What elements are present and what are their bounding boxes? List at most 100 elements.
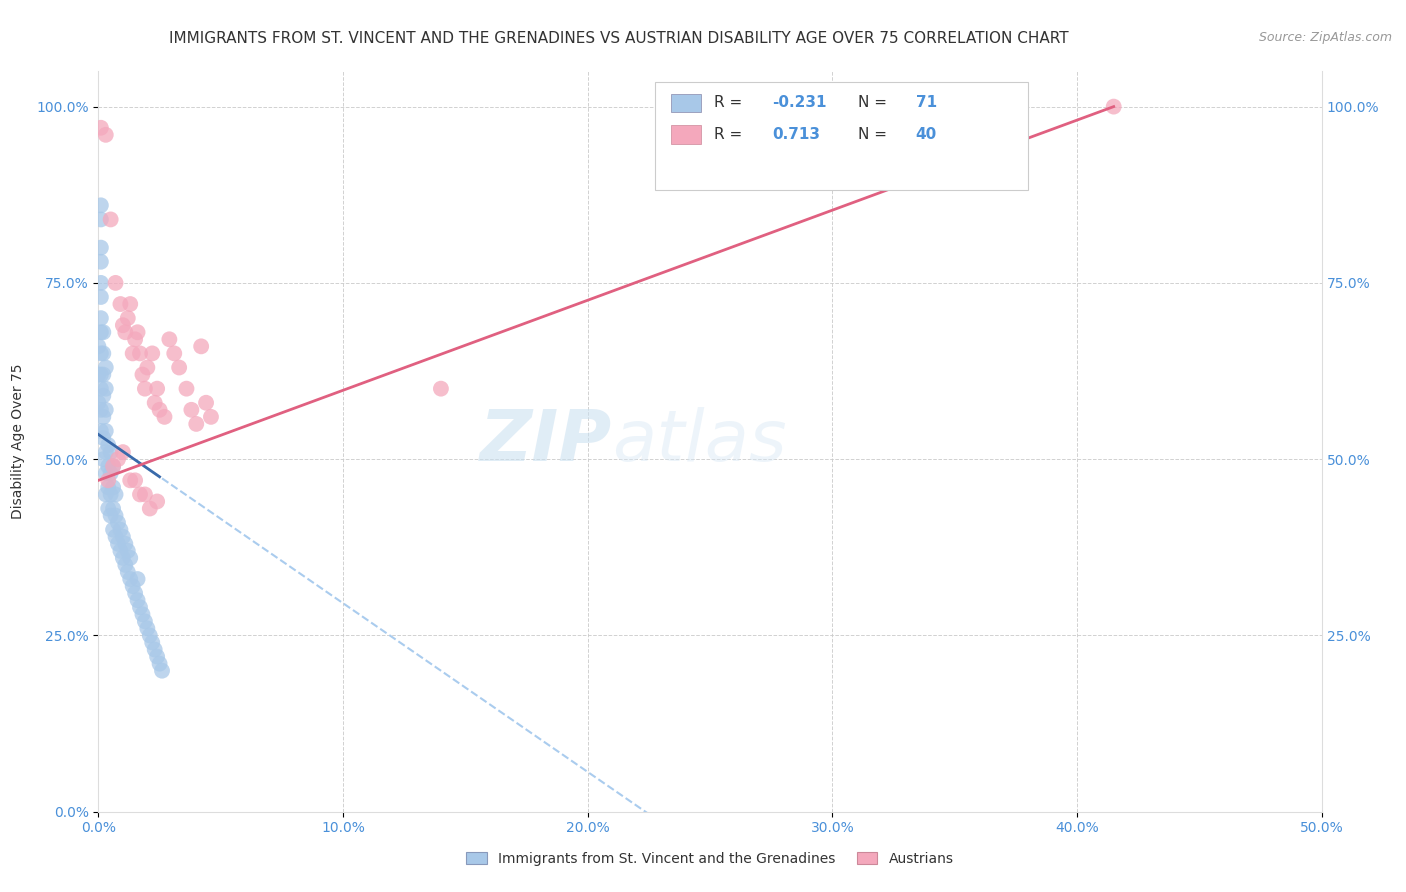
Point: [111, 445, 134, 459]
Point: [180, 402, 202, 417]
Point: [121, 579, 143, 593]
Point: [90, 325, 112, 339]
Point: [100, 508, 122, 523]
Point: [100, 487, 122, 501]
Point: [91, 325, 114, 339]
Point: [120, 297, 142, 311]
Point: [430, 382, 453, 396]
Point: [94, 360, 117, 375]
Point: [139, 628, 162, 642]
Point: [97, 480, 120, 494]
Text: 40: 40: [915, 128, 936, 142]
Point: [90, 368, 112, 382]
Point: [127, 593, 149, 607]
Point: [190, 339, 212, 353]
Point: [110, 523, 132, 537]
Point: [111, 550, 134, 565]
Point: [150, 664, 173, 678]
Point: [149, 657, 172, 671]
Text: 71: 71: [915, 95, 936, 111]
Point: [101, 459, 124, 474]
Y-axis label: Disability Age Over 75: Disability Age Over 75: [11, 364, 25, 519]
Point: [90, 254, 112, 268]
Point: [104, 530, 127, 544]
Point: [157, 332, 180, 346]
Point: [146, 649, 169, 664]
Point: [97, 501, 120, 516]
Legend: Immigrants from St. Vincent and the Grenadines, Austrians: Immigrants from St. Vincent and the Gren…: [461, 847, 959, 871]
Point: [120, 473, 142, 487]
Point: [131, 368, 153, 382]
Point: [149, 402, 172, 417]
Point: [117, 544, 139, 558]
Point: [107, 516, 129, 530]
Point: [134, 487, 156, 501]
Point: [110, 544, 132, 558]
Point: [141, 346, 163, 360]
Point: [101, 459, 124, 474]
Point: [110, 297, 132, 311]
Point: [107, 537, 129, 551]
Point: [127, 572, 149, 586]
Point: [94, 382, 117, 396]
Point: [104, 508, 127, 523]
Point: [121, 346, 143, 360]
Point: [163, 346, 186, 360]
Point: [91, 346, 114, 360]
Point: [153, 409, 176, 424]
Point: [124, 586, 146, 600]
Point: [90, 212, 112, 227]
Point: [90, 382, 112, 396]
FancyBboxPatch shape: [671, 126, 702, 144]
Point: [143, 396, 166, 410]
Point: [90, 120, 112, 135]
Point: [129, 487, 152, 501]
Point: [131, 607, 153, 622]
Point: [90, 424, 112, 438]
Point: [114, 325, 136, 339]
Text: R =: R =: [714, 95, 747, 111]
Point: [101, 480, 124, 494]
Point: [120, 572, 142, 586]
Point: [90, 346, 112, 360]
Point: [117, 311, 139, 326]
FancyBboxPatch shape: [655, 82, 1028, 190]
Point: [101, 523, 124, 537]
Point: [176, 382, 198, 396]
Point: [124, 473, 146, 487]
Point: [91, 452, 114, 467]
Point: [129, 600, 152, 615]
Point: [94, 445, 117, 459]
Point: [91, 389, 114, 403]
Point: [97, 473, 120, 487]
Point: [100, 445, 122, 459]
Point: [136, 360, 159, 375]
Point: [94, 424, 117, 438]
Point: [114, 537, 136, 551]
Point: [91, 409, 114, 424]
Text: atlas: atlas: [612, 407, 787, 476]
Point: [129, 346, 152, 360]
Point: [107, 452, 129, 467]
Point: [90, 198, 112, 212]
Point: [114, 558, 136, 572]
Point: [90, 402, 112, 417]
Point: [117, 565, 139, 579]
Point: [94, 487, 117, 501]
Point: [186, 417, 208, 431]
Point: [141, 635, 163, 649]
Point: [91, 368, 114, 382]
Point: [97, 438, 120, 452]
Point: [100, 467, 122, 481]
Point: [90, 276, 112, 290]
Point: [87, 396, 110, 410]
Point: [90, 311, 112, 326]
Point: [94, 128, 117, 142]
Point: [134, 382, 156, 396]
Point: [97, 459, 120, 474]
Point: [1102, 100, 1125, 114]
Point: [143, 642, 166, 657]
Text: ZIP: ZIP: [479, 407, 612, 476]
Text: Source: ZipAtlas.com: Source: ZipAtlas.com: [1258, 31, 1392, 45]
Point: [100, 212, 122, 227]
